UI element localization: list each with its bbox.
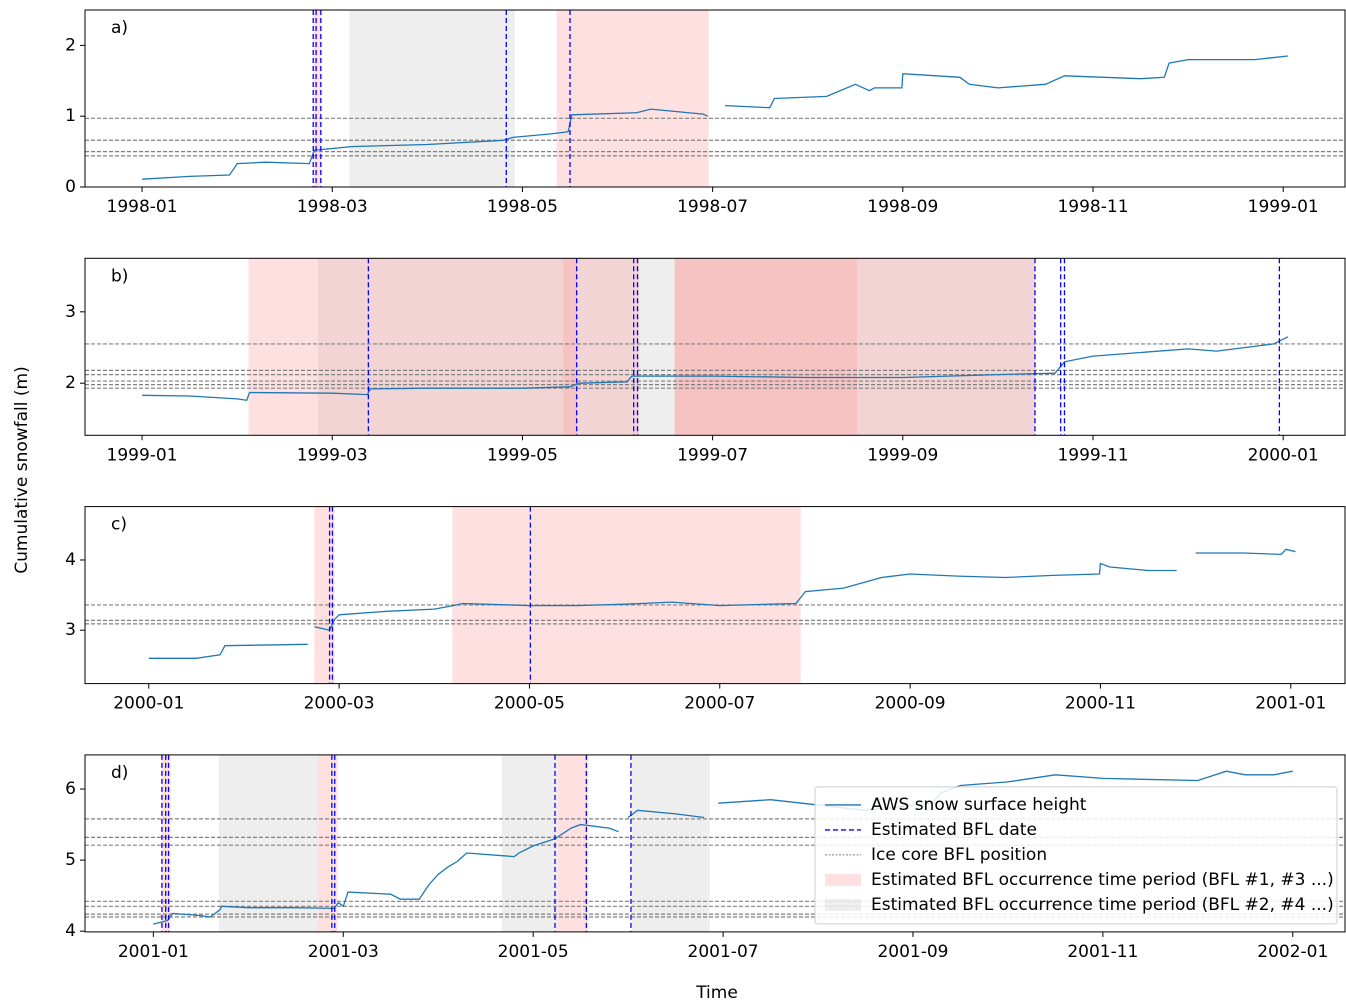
y-tick-label: 4 (65, 550, 76, 570)
legend-label: AWS snow surface height (871, 795, 1087, 815)
bfl-period (314, 506, 335, 684)
legend-swatch (825, 873, 861, 886)
bfl-period (218, 754, 318, 932)
y-tick-label: 3 (65, 302, 76, 322)
x-tick-label: 2000-05 (494, 694, 565, 714)
snow-height-line (148, 548, 1296, 659)
panel-label: b) (111, 266, 128, 286)
x-tick-label: 2001-01 (118, 942, 189, 962)
x-axis-label: Time (695, 983, 738, 1003)
bfl-period (563, 258, 640, 436)
snow-height-line (142, 336, 1289, 402)
axes-frame (84, 754, 1346, 933)
bfl-period (501, 754, 557, 932)
bfl-period (317, 754, 338, 932)
x-tick-label: 2001-05 (498, 942, 569, 962)
legend-label: Estimated BFL occurrence time period (BF… (871, 895, 1334, 915)
x-tick-label: 1998-07 (677, 197, 748, 217)
bfl-period (556, 10, 709, 187)
x-tick-label: 1998-05 (487, 197, 558, 217)
y-tick-label: 1 (65, 106, 76, 126)
legend-label: Estimated BFL occurrence time period (BF… (871, 870, 1334, 890)
bfl-period (674, 258, 1035, 436)
x-tick-label: 1998-01 (107, 197, 178, 217)
y-tick-label: 0 (65, 177, 76, 197)
bfl-period (631, 754, 710, 932)
y-tick-label: 3 (65, 620, 76, 640)
legend-box (814, 786, 1338, 925)
bfl-period (556, 754, 589, 932)
y-tick-label: 2 (65, 373, 76, 393)
bfl-period (313, 10, 321, 187)
x-tick-label: 1999-07 (677, 445, 748, 465)
x-tick-label: 2000-11 (1065, 694, 1136, 714)
x-tick-label: 1998-11 (1057, 197, 1128, 217)
x-tick-label: 2001-07 (688, 942, 759, 962)
y-tick-label: 2 (65, 35, 76, 55)
x-tick-label: 2000-03 (304, 694, 375, 714)
y-tick-label: 6 (65, 779, 76, 799)
axes-frame (84, 257, 1346, 436)
snow-height-line (142, 55, 1288, 180)
panel-label: a) (111, 18, 128, 38)
legend-label: Estimated BFL date (871, 820, 1037, 840)
x-tick-label: 2001-09 (877, 942, 948, 962)
x-tick-label: 1999-05 (487, 445, 558, 465)
x-tick-label: 1998-03 (297, 197, 368, 217)
x-tick-label: 1998-09 (867, 197, 938, 217)
x-tick-label: 1999-11 (1057, 445, 1128, 465)
x-tick-label: 2001-03 (308, 942, 379, 962)
bfl-period (349, 10, 515, 187)
x-tick-label: 2001-11 (1067, 942, 1138, 962)
x-tick-label: 2000-07 (684, 694, 755, 714)
y-tick-label: 5 (65, 850, 76, 870)
x-tick-label: 2000-01 (1248, 445, 1319, 465)
panel-label: d) (111, 763, 128, 783)
x-tick-label: 2000-09 (875, 694, 946, 714)
panel-label: c) (111, 515, 127, 535)
x-tick-label: 1999-01 (1248, 197, 1319, 217)
y-axis-label: Cumulative snowfall (m) (12, 366, 32, 573)
x-tick-label: 1999-01 (107, 445, 178, 465)
axes-frame (84, 506, 1346, 685)
x-tick-label: 2000-01 (113, 694, 184, 714)
bfl-period (248, 258, 577, 436)
bfl-period (317, 258, 1035, 436)
x-tick-label: 1999-03 (297, 445, 368, 465)
legend-swatch (825, 898, 861, 911)
x-tick-label: 2002-01 (1257, 942, 1328, 962)
x-tick-label: 2001-01 (1255, 694, 1326, 714)
legend-label: Ice core BFL position (871, 845, 1047, 865)
y-tick-label: 4 (65, 921, 76, 941)
bfl-period (452, 506, 801, 684)
bfl-period (674, 258, 858, 436)
x-tick-label: 1999-09 (867, 445, 938, 465)
axes-frame (84, 9, 1346, 188)
